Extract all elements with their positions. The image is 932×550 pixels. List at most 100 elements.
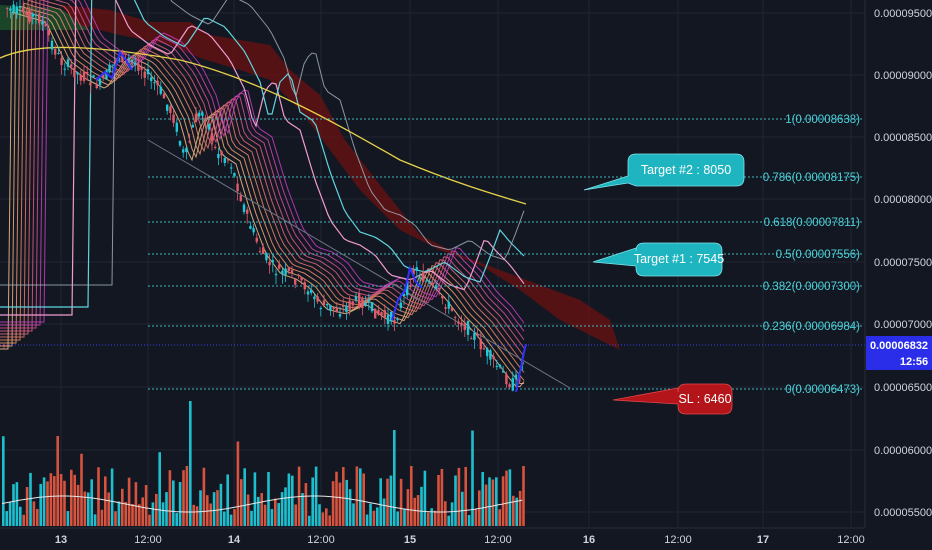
- sl-label: SL : 6460: [678, 392, 731, 406]
- candle-body: [194, 113, 198, 123]
- ma-ribbon-line: [0, 0, 525, 332]
- fib-level-label: 0(0.00006473): [785, 384, 860, 396]
- price-tick-label: 0.00006500: [874, 382, 932, 394]
- volume-bar: [12, 484, 15, 526]
- volume-bar: [134, 482, 138, 526]
- price-tick-label: 0.00007000: [874, 319, 932, 331]
- volume-bar: [474, 508, 478, 526]
- candle-body: [111, 64, 114, 66]
- volume-bar: [287, 473, 291, 526]
- target2-callout: Target #2 : 8050: [583, 153, 745, 191]
- candle-body: [422, 271, 425, 282]
- candle-body: [463, 323, 466, 331]
- trendline: [147, 139, 571, 389]
- candle-body: [150, 77, 153, 82]
- candle-body: [351, 301, 354, 306]
- candle-body: [98, 78, 102, 85]
- volume-bar: [8, 502, 12, 526]
- volume-bar: [379, 478, 382, 526]
- volume-bar: [63, 480, 66, 526]
- volume-bar: [148, 514, 151, 526]
- volume-bar: [32, 501, 36, 526]
- volume-bar: [362, 473, 365, 526]
- volume-bar: [270, 509, 274, 526]
- volume-bar: [131, 503, 134, 526]
- volume-bar: [406, 489, 410, 526]
- volume-bar: [141, 497, 144, 526]
- candle-body: [415, 267, 418, 272]
- volume-bar: [195, 506, 199, 526]
- candle-body: [476, 334, 479, 337]
- volume-bars: [2, 401, 525, 526]
- volume-bar: [433, 510, 437, 526]
- volume-bar: [185, 466, 189, 526]
- candle-body: [454, 317, 457, 319]
- volume-bar: [29, 472, 32, 526]
- volume-bar: [318, 504, 321, 526]
- candle-body: [482, 348, 486, 350]
- candle-body: [252, 228, 255, 233]
- candle-body: [390, 311, 393, 322]
- volume-bar: [413, 497, 416, 526]
- volume-bar: [189, 401, 192, 526]
- candle-body: [300, 277, 303, 281]
- fib-level-label: 0.236(0.00006984): [763, 321, 860, 333]
- volume-bar: [246, 494, 250, 526]
- volume-bar: [257, 496, 260, 526]
- candle-body: [386, 314, 390, 324]
- volume-bar: [5, 511, 8, 526]
- volume-bar: [83, 491, 87, 526]
- candle-body: [380, 312, 383, 316]
- candle-body: [188, 140, 191, 143]
- candle-body: [82, 71, 86, 82]
- volume-bar: [253, 472, 257, 526]
- candle-body: [326, 303, 329, 306]
- volume-bar: [484, 484, 488, 526]
- candle-body: [495, 365, 498, 367]
- volume-bar: [110, 468, 114, 526]
- candle-body: [367, 299, 370, 302]
- time-axis[interactable]: 13 12:00 14 12:00 15 12:00 16 12:00 17 12:00: [0, 527, 865, 546]
- volume-bar: [229, 514, 233, 526]
- candle-body: [441, 295, 444, 299]
- candle-body: [444, 307, 447, 309]
- candlesticks: [2, 0, 527, 393]
- volume-bar: [491, 479, 495, 526]
- volume-bar: [403, 508, 406, 526]
- volume-bar: [172, 480, 175, 526]
- candle-body: [342, 305, 345, 307]
- target1-callout: Target #1 : 7545: [592, 242, 724, 277]
- volume-bar: [56, 436, 59, 526]
- volume-bar: [342, 467, 345, 526]
- volume-bar: [161, 502, 165, 526]
- candle-body: [230, 167, 233, 169]
- volume-bar: [39, 483, 42, 526]
- volume-bar: [90, 479, 93, 526]
- price-axis[interactable]: 0.00009500 0.00009000 0.00008500 0.00008000…: [864, 0, 932, 528]
- volume-bar: [382, 498, 386, 526]
- volume-bar: [328, 515, 331, 526]
- candle-body: [70, 64, 73, 67]
- candle-body: [204, 117, 207, 119]
- fib-level-label: 0.786(0.00008175): [763, 172, 860, 184]
- volume-bar: [389, 475, 393, 526]
- volume-bar: [250, 510, 253, 526]
- price-tick-label: 0.00006000: [874, 445, 932, 457]
- candle-body: [156, 80, 159, 86]
- candle-body: [505, 374, 508, 385]
- volume-bar: [423, 470, 427, 526]
- volume-bar: [117, 501, 121, 526]
- volume-bar: [440, 468, 444, 526]
- highlight-move: [391, 264, 423, 321]
- price-tick-label: 0.00009000: [874, 70, 932, 82]
- fib-level-label: 0.382(0.00007300): [763, 281, 860, 293]
- candle-body: [274, 273, 278, 276]
- candle-body: [431, 282, 434, 284]
- candle-body: [498, 364, 502, 368]
- volume-bar: [36, 508, 39, 526]
- candle-body: [393, 319, 396, 324]
- volume-bar: [444, 501, 447, 526]
- candle-body: [178, 140, 182, 146]
- fib-level-label: 0.618(0.00007811): [764, 217, 861, 229]
